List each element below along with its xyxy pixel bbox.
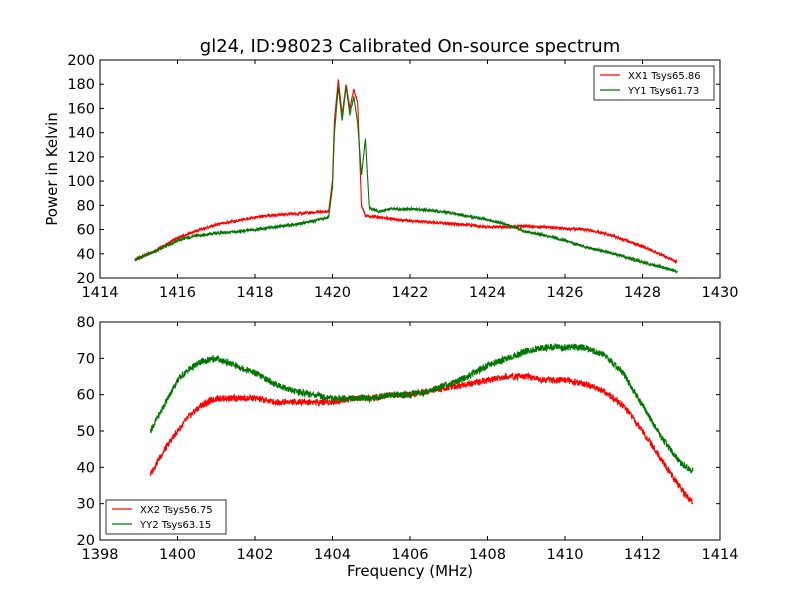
y-tick-label: 140 <box>67 126 95 142</box>
x-tick-label: 1430 <box>702 285 739 301</box>
x-tick-label: 1420 <box>314 285 351 301</box>
x-axis-title-bottom: Frequency (MHz) <box>347 562 473 580</box>
x-tick-label: 1400 <box>159 547 196 563</box>
legend-label: YY1 Tsys61.73 <box>627 86 699 97</box>
y-tick-label: 20 <box>77 271 95 287</box>
legend-label: XX1 Tsys65.86 <box>628 71 701 82</box>
y-tick-label: 60 <box>77 223 95 239</box>
y-tick-label: 20 <box>77 533 95 549</box>
chart-title: gl24, ID:98023 Calibrated On-source spec… <box>200 36 620 57</box>
y-tick-label: 180 <box>67 77 95 93</box>
x-tick-label: 1404 <box>314 547 351 563</box>
legend-box <box>593 65 715 101</box>
x-tick-label: 1414 <box>82 285 119 301</box>
legend-label: XX2 Tsys56.75 <box>140 505 213 516</box>
x-tick-label: 1398 <box>82 547 119 563</box>
x-tick-label: 1424 <box>469 285 506 301</box>
x-tick-label: 1422 <box>392 285 429 301</box>
x-tick-label: 1416 <box>159 285 196 301</box>
y-tick-label: 40 <box>77 460 95 476</box>
y-tick-label: 80 <box>77 315 95 331</box>
y-tick-label: 70 <box>77 351 95 367</box>
y-tick-label: 40 <box>77 247 95 263</box>
y-tick-label: 80 <box>77 198 95 214</box>
x-tick-label: 1408 <box>469 547 506 563</box>
y-tick-label: 100 <box>67 174 95 190</box>
y-tick-label: 160 <box>67 101 95 117</box>
legend-label: YY2 Tsys63.15 <box>139 520 211 531</box>
y-tick-label: 30 <box>77 497 95 513</box>
x-tick-label: 1410 <box>547 547 584 563</box>
legend-box <box>105 499 227 535</box>
x-tick-label: 1402 <box>237 547 274 563</box>
x-tick-label: 1406 <box>392 547 429 563</box>
x-tick-label: 1428 <box>624 285 661 301</box>
y-tick-label: 50 <box>77 424 95 440</box>
series-line-xx1 <box>134 79 678 265</box>
series-line-yy2 <box>149 342 694 475</box>
y-tick-label: 60 <box>77 388 95 404</box>
x-tick-label: 1412 <box>624 547 661 563</box>
series-line-yy1 <box>134 86 678 274</box>
y-tick-label: 200 <box>67 53 95 69</box>
y-axis-title-top: Power in Kelvin <box>43 112 61 226</box>
x-tick-label: 1426 <box>547 285 584 301</box>
x-tick-label: 1414 <box>702 547 739 563</box>
x-tick-label: 1418 <box>237 285 274 301</box>
y-tick-label: 120 <box>67 150 95 166</box>
